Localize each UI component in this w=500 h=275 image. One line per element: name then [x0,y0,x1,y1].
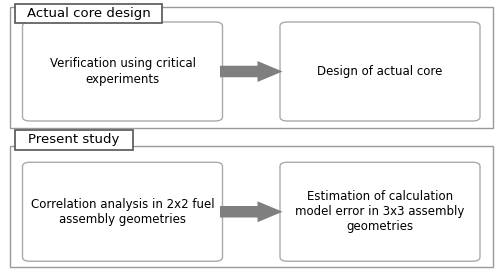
FancyBboxPatch shape [280,22,480,121]
Polygon shape [220,201,282,222]
FancyBboxPatch shape [15,130,132,150]
FancyBboxPatch shape [22,22,222,121]
FancyBboxPatch shape [15,4,163,23]
FancyBboxPatch shape [10,7,492,128]
Polygon shape [220,61,282,82]
Text: Estimation of calculation
model error in 3x3 assembly
geometries: Estimation of calculation model error in… [296,190,464,233]
FancyBboxPatch shape [22,162,222,261]
Text: Present study: Present study [28,133,120,147]
FancyBboxPatch shape [10,146,492,267]
Text: Verification using critical
experiments: Verification using critical experiments [50,57,196,86]
FancyBboxPatch shape [280,162,480,261]
Text: Design of actual core: Design of actual core [318,65,442,78]
Text: Actual core design: Actual core design [27,7,150,20]
Text: Correlation analysis in 2x2 fuel
assembly geometries: Correlation analysis in 2x2 fuel assembl… [30,198,214,226]
